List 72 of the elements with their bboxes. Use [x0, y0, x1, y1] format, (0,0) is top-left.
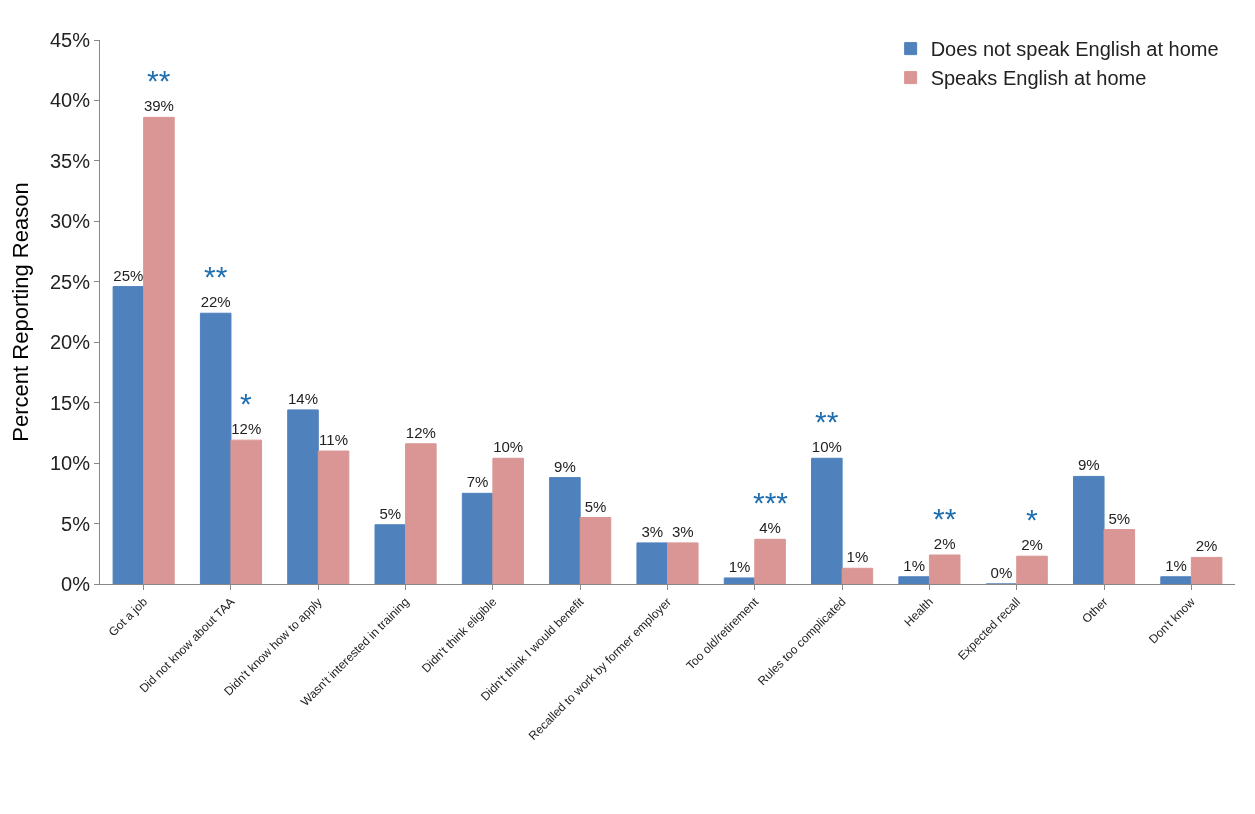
legend-label: Speaks English at home	[930, 67, 1147, 90]
annotation: ***	[753, 486, 789, 519]
annotation: *	[1026, 503, 1038, 536]
bar	[1160, 576, 1192, 584]
data-label: 22%	[200, 293, 231, 311]
bar	[898, 576, 930, 584]
bar	[405, 443, 437, 584]
data-label: 5%	[584, 497, 607, 515]
y-tick-label: 25%	[49, 270, 91, 293]
bar	[1190, 556, 1223, 584]
bar	[579, 517, 612, 584]
data-label: 7%	[466, 473, 489, 491]
data-label: 5%	[1108, 509, 1131, 527]
data-label: 1%	[846, 548, 869, 566]
annotation: *	[240, 387, 252, 420]
data-label: 10%	[493, 438, 524, 456]
y-tick-label: 10%	[49, 452, 91, 475]
data-label: 1%	[903, 556, 925, 574]
annotation: **	[204, 260, 228, 293]
data-label: 5%	[379, 504, 402, 522]
y-tick-label: 5%	[61, 512, 91, 535]
data-label: 3%	[641, 522, 664, 540]
y-tick-label: 40%	[49, 89, 91, 112]
y-tick-label: 30%	[49, 210, 91, 233]
data-label: 10%	[811, 438, 842, 456]
bar	[723, 577, 756, 584]
bar	[636, 542, 668, 584]
bar	[374, 524, 407, 584]
data-label: 0%	[990, 564, 1013, 581]
bar	[199, 312, 232, 584]
bar	[143, 116, 175, 584]
data-label: 12%	[405, 423, 436, 441]
data-label: 25%	[113, 266, 144, 284]
data-label: 3%	[671, 522, 694, 540]
legend-label: Does not speak English at home	[930, 38, 1219, 61]
data-label: 12%	[231, 420, 262, 438]
bar	[754, 538, 786, 584]
annotation: **	[933, 502, 957, 535]
bar	[112, 286, 145, 584]
data-label: 1%	[1165, 556, 1187, 574]
x-tick-label: Got a job	[105, 594, 151, 640]
y-tick-label: 0%	[61, 573, 91, 595]
bar	[928, 554, 961, 584]
bar	[317, 450, 350, 584]
y-tick-label: 45%	[49, 29, 91, 51]
y-tick-label: 35%	[49, 149, 91, 172]
data-label: 11%	[319, 431, 349, 449]
bar	[1016, 555, 1048, 584]
annotation: **	[815, 405, 839, 438]
data-label: 2%	[1021, 536, 1043, 554]
data-label: 9%	[1077, 456, 1100, 474]
data-label: 2%	[933, 534, 956, 552]
annotation: **	[147, 64, 171, 97]
bar	[811, 457, 843, 584]
y-tick-label: 15%	[49, 391, 91, 414]
bar	[549, 477, 581, 584]
data-label: 2%	[1195, 537, 1218, 555]
bar	[1072, 475, 1105, 584]
data-label: 39%	[143, 97, 174, 115]
bar	[461, 492, 494, 584]
bar	[287, 409, 319, 584]
data-label: 1%	[728, 557, 751, 575]
y-tick-label: 20%	[49, 331, 91, 354]
bar	[667, 542, 699, 584]
bar	[230, 439, 263, 584]
data-label: 14%	[287, 389, 319, 407]
data-label: 4%	[759, 519, 781, 537]
bar	[841, 567, 874, 584]
y-axis-title: Percent Reporting Reason	[7, 182, 33, 442]
bar	[1103, 529, 1136, 584]
bar	[492, 457, 524, 584]
data-label: 9%	[554, 457, 576, 475]
